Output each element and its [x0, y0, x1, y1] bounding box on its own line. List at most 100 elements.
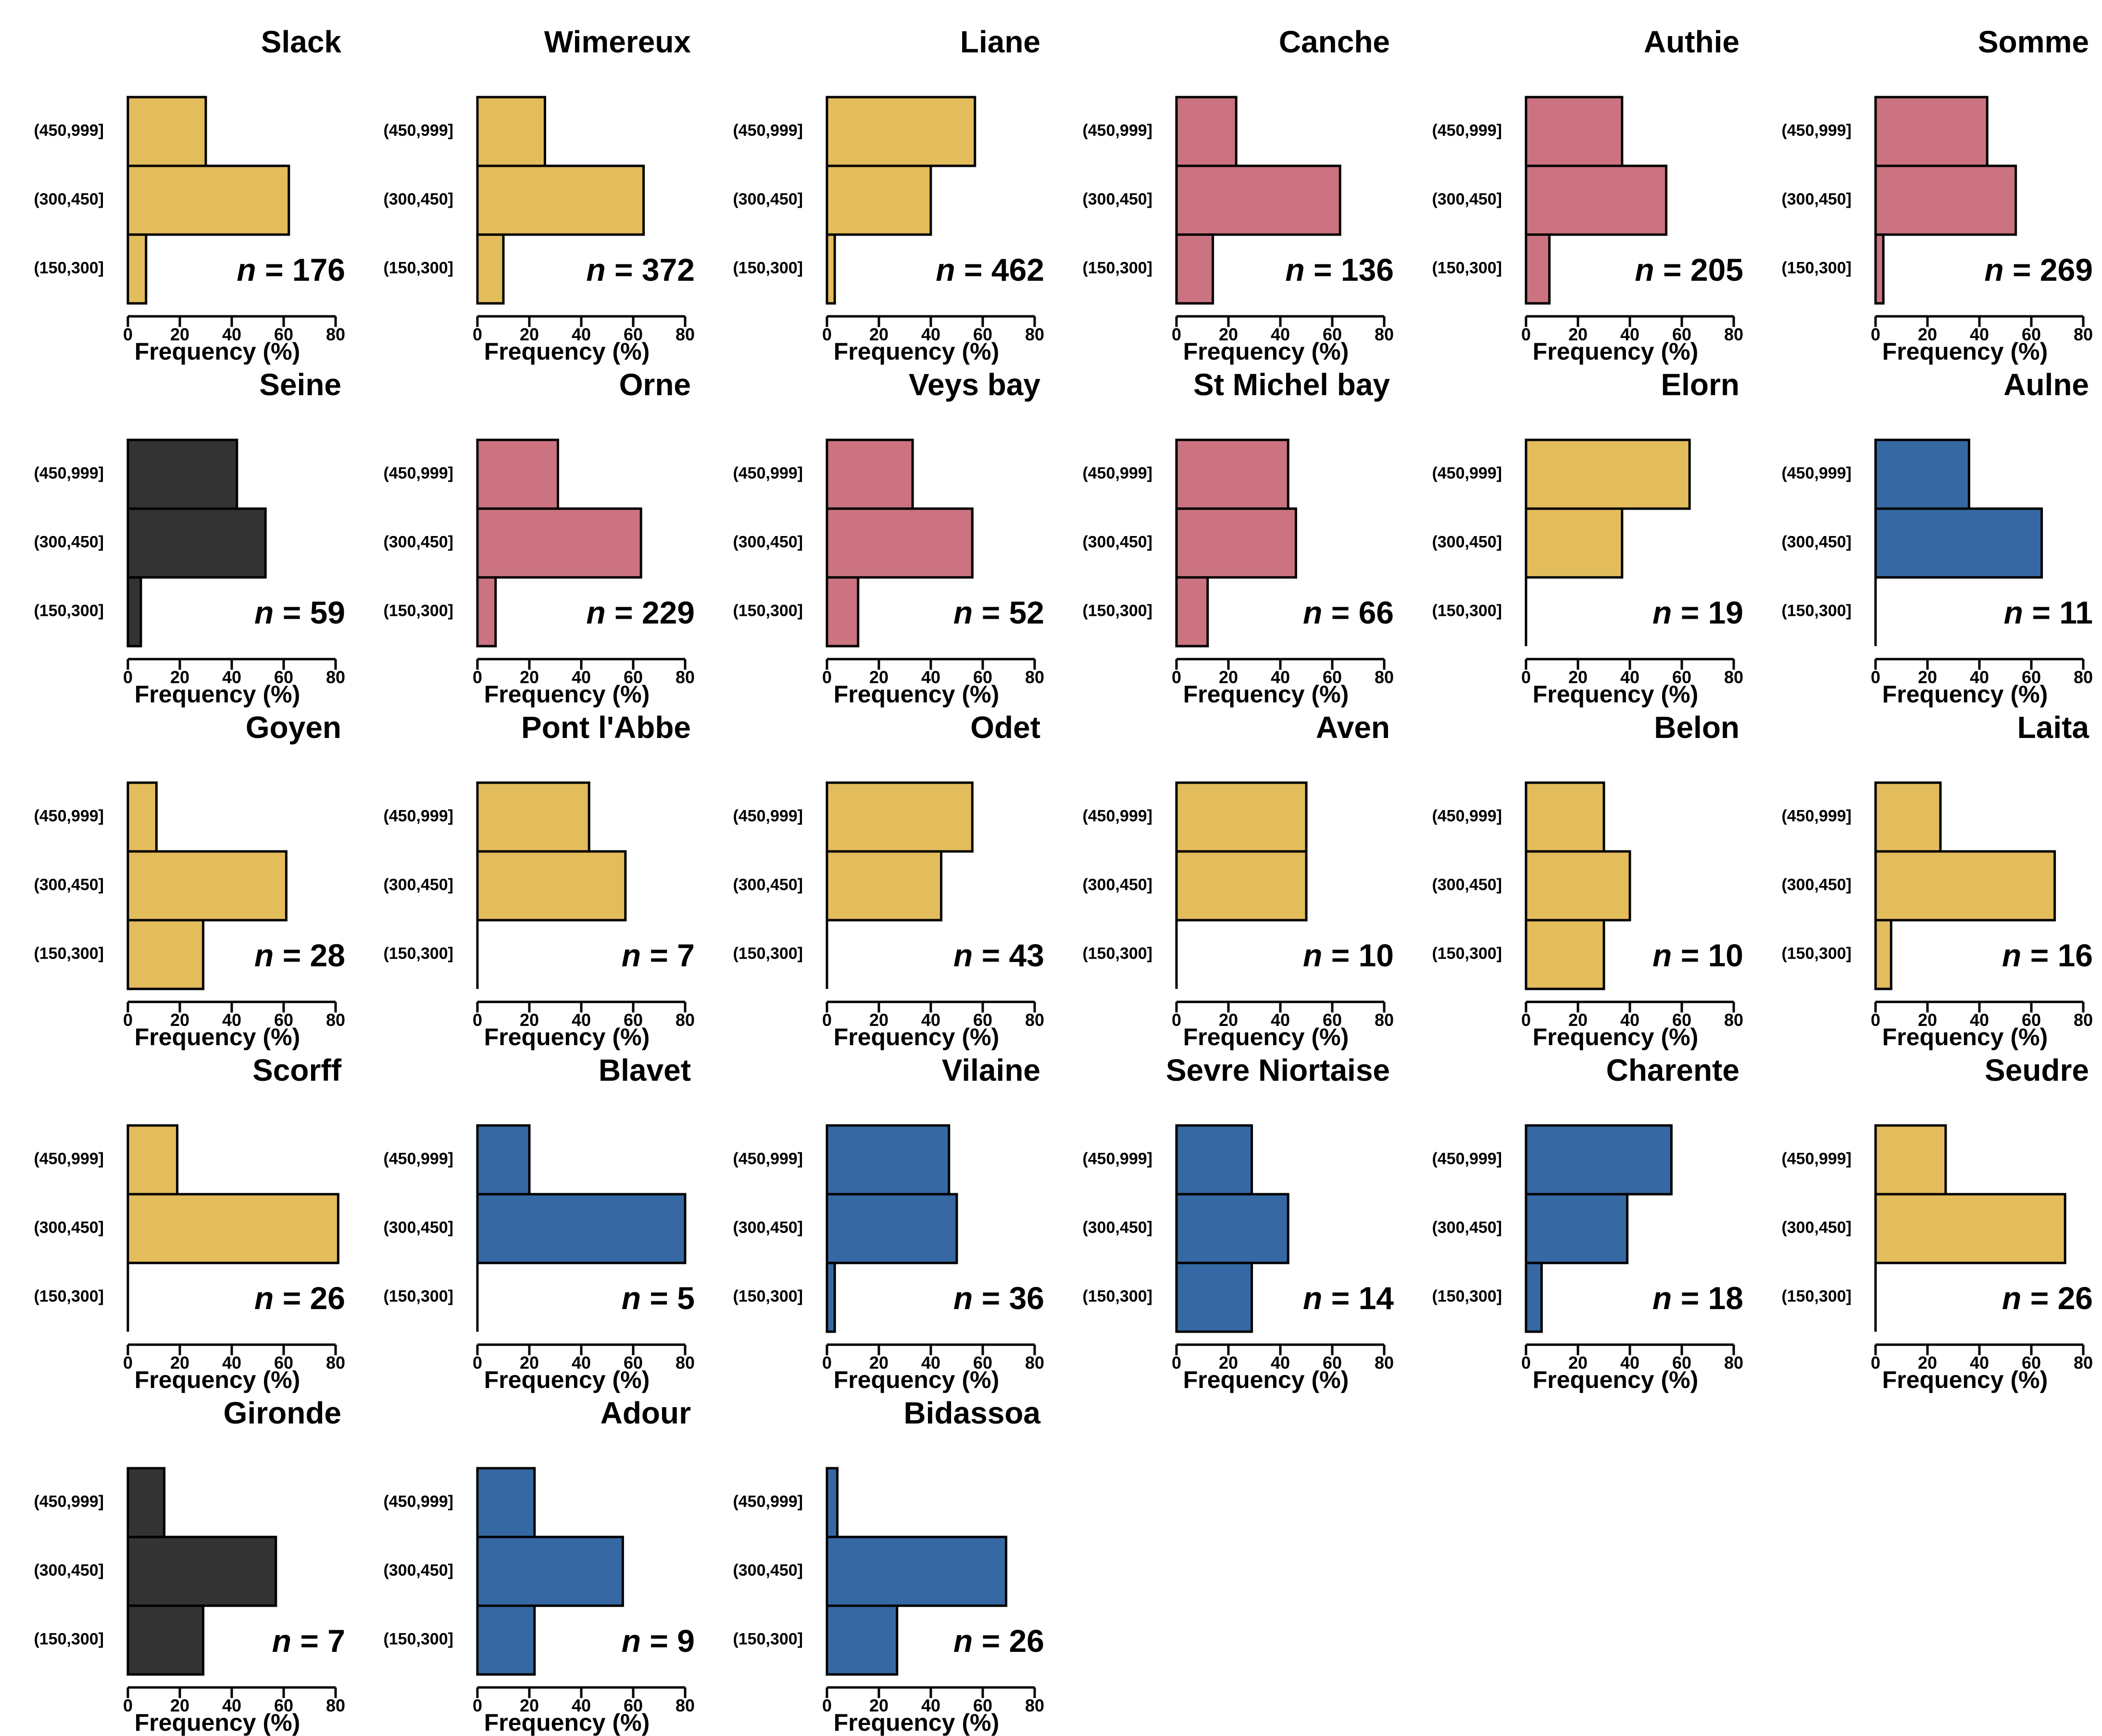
bar — [826, 96, 976, 167]
y-tick-label: (450,999] — [383, 1492, 453, 1511]
sample-size-label: n = 59 — [254, 595, 345, 630]
panel: Aven (150,300] (300,450] (450,999] 0 20 40 60 80… — [1082, 710, 1394, 1050]
n-value: 59 — [310, 595, 345, 630]
x-tick-label: 20 — [1219, 1010, 1238, 1030]
y-tick-label: (300,450] — [383, 533, 453, 551]
panel: Somme (150,300] (300,450] (450,999] 0 20 40 60 8… — [1781, 25, 2093, 365]
n-symbol: n — [272, 1623, 291, 1659]
y-tick-label: (450,999] — [1082, 1149, 1152, 1168]
panel-title: Authie — [1644, 25, 1739, 59]
y-tick-label: (300,450] — [1082, 533, 1152, 551]
n-value: 28 — [310, 937, 345, 973]
panel-title: Belon — [1654, 710, 1739, 745]
x-tick-label: 80 — [1025, 1010, 1044, 1030]
sample-size-label: n = 229 — [586, 595, 695, 630]
panel-title: Charente — [1606, 1053, 1739, 1087]
n-equals: = — [641, 1280, 677, 1316]
bar — [126, 1124, 179, 1196]
bar — [1525, 1261, 1543, 1333]
n-value: 7 — [677, 937, 695, 973]
bar — [1874, 164, 2017, 236]
x-tick-label: 40 — [921, 1010, 940, 1030]
x-tick-label: 80 — [1724, 1010, 1743, 1030]
y-tick-label: (150,300] — [34, 1630, 104, 1648]
x-tick-label: 40 — [222, 1696, 241, 1715]
x-tick-label: 80 — [1724, 1353, 1743, 1373]
n-value: 136 — [1341, 252, 1394, 287]
y-tick-label: (300,450] — [733, 533, 803, 551]
panel-title: Gironde — [224, 1396, 341, 1430]
y-tick-label: (450,999] — [733, 807, 803, 825]
n-symbol: n — [1635, 252, 1654, 287]
n-equals: = — [2021, 937, 2057, 973]
y-tick-label: (300,450] — [1082, 875, 1152, 894]
y-tick-label: (450,999] — [383, 464, 453, 482]
x-tick-label: 20 — [1568, 667, 1588, 687]
bar — [1175, 96, 1238, 167]
panel: Liane (150,300] (300,450] (450,999] 0 20 40 60 8… — [733, 25, 1044, 365]
x-tick-label: 60 — [624, 667, 643, 687]
n-equals: = — [291, 1623, 327, 1659]
n-symbol: n — [254, 595, 274, 630]
panel: Charente (150,300] (300,450] (450,999] 0 20 40… — [1432, 1053, 1743, 1393]
x-tick-label: 20 — [170, 1696, 189, 1715]
n-symbol: n — [953, 937, 973, 973]
bar — [1525, 233, 1551, 305]
x-tick-label: 60 — [624, 1353, 643, 1373]
n-symbol: n — [1652, 595, 1672, 630]
x-tick-label: 60 — [2022, 667, 2041, 687]
n-value: 26 — [310, 1280, 345, 1316]
x-tick-label: 40 — [222, 1010, 241, 1030]
y-tick-label: (150,300] — [383, 1630, 453, 1648]
sample-size-label: n = 43 — [953, 937, 1044, 973]
x-tick-label: 20 — [1918, 325, 1937, 344]
y-tick-label: (300,450] — [1781, 875, 1852, 894]
n-symbol: n — [237, 252, 256, 287]
n-value: 9 — [677, 1623, 695, 1659]
x-tick-label: 40 — [1620, 1353, 1639, 1373]
x-tick-label: 0 — [1871, 667, 1880, 687]
x-tick-label: 20 — [1219, 667, 1238, 687]
bar — [126, 1467, 166, 1538]
x-tick-label: 20 — [170, 667, 189, 687]
x-tick-label: 60 — [1323, 325, 1342, 344]
x-tick-label: 20 — [520, 667, 539, 687]
bar — [476, 96, 546, 167]
y-tick-label: (450,999] — [383, 121, 453, 139]
y-tick-label: (150,300] — [383, 944, 453, 962]
n-symbol: n — [586, 595, 605, 630]
x-tick-label: 80 — [676, 667, 695, 687]
y-tick-label: (450,999] — [1432, 121, 1502, 139]
x-tick-label: 40 — [1970, 667, 1989, 687]
panel: Elorn (150,300] (300,450] (450,999] 0 20 40 60 8… — [1432, 367, 1743, 708]
panel-title: Slack — [261, 25, 342, 59]
n-equals: = — [274, 595, 310, 630]
panel: Aulne (150,300] (300,450] (450,999] 0 20 40 60 8… — [1781, 367, 2093, 708]
n-symbol: n — [953, 1280, 973, 1316]
x-tick-label: 20 — [170, 1353, 189, 1373]
x-tick-label: 0 — [1521, 325, 1531, 344]
x-axis-label: Frequency (%) — [1882, 681, 2048, 708]
y-tick-label: (150,300] — [733, 944, 803, 962]
x-tick-label: 0 — [1521, 667, 1531, 687]
sample-size-label: n = 372 — [586, 252, 695, 287]
x-tick-label: 80 — [676, 1010, 695, 1030]
x-axis-label: Frequency (%) — [135, 681, 300, 708]
bar — [826, 1124, 951, 1196]
bar — [476, 1193, 687, 1264]
bar — [126, 96, 207, 167]
panel: Slack (150,300] (300,450] (450,999] 0 20 40 60 8… — [34, 25, 345, 365]
n-equals: = — [955, 252, 991, 287]
x-tick-label: 0 — [473, 1010, 482, 1030]
x-tick-label: 0 — [1172, 325, 1181, 344]
bar — [1874, 1124, 1947, 1196]
panel: Sevre Niortaise (150,300] (300,450] (450,99… — [1082, 1053, 1394, 1393]
x-tick-label: 40 — [572, 1353, 591, 1373]
x-tick-label: 0 — [822, 325, 832, 344]
y-tick-label: (150,300] — [733, 601, 803, 620]
bar — [1175, 781, 1308, 853]
x-tick-label: 20 — [869, 325, 888, 344]
y-tick-label: (300,450] — [733, 190, 803, 208]
n-equals: = — [256, 252, 292, 287]
x-axis-label: Frequency (%) — [1533, 1024, 1699, 1050]
